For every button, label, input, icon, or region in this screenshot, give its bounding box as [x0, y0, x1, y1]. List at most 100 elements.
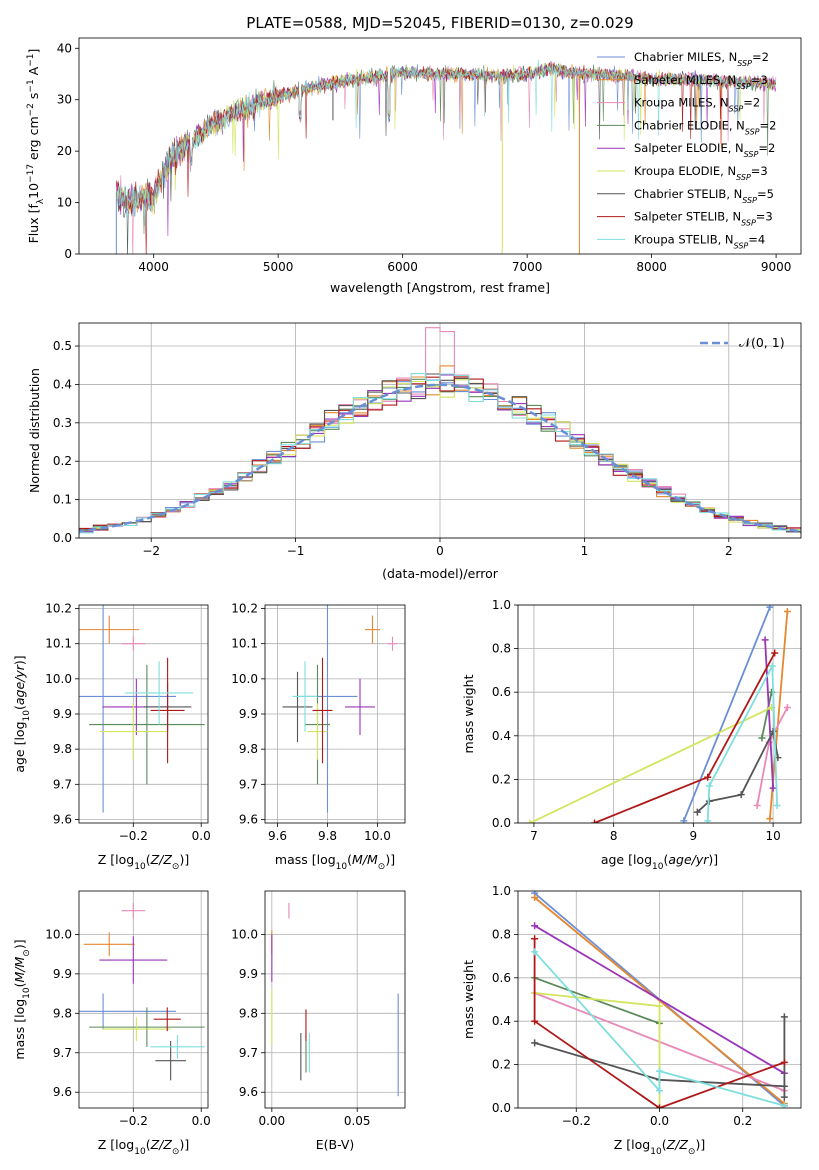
axes-frame: [517, 604, 802, 824]
label-part: mass [log: [12, 999, 27, 1060]
legend-sub: SSP: [741, 218, 756, 227]
massweight-marker: [769, 784, 777, 792]
tick-label-x: 0.0: [650, 1114, 669, 1128]
tick-label-y: 0.8: [492, 642, 511, 656]
label-part: )]: [385, 852, 395, 867]
x-axis-label: Z [log10(Z/Z⊙)]: [98, 852, 189, 872]
spectrum-plot: 4000 5000 6000 7000 8000 9000 0 10 20 30 40 Chabrie…: [26, 37, 802, 295]
tick-label-y: 20: [57, 144, 72, 158]
label-part: erg cm: [26, 116, 41, 164]
label-part: −17: [26, 164, 36, 183]
legend-rest: =3: [751, 164, 768, 178]
tick-label-y: 9.8: [53, 1006, 72, 1020]
massweight-marker: [780, 1058, 788, 1066]
tick-label-y: 1.0: [492, 884, 511, 898]
label-part: (: [12, 982, 27, 987]
legend-sub: SSP: [737, 59, 752, 68]
legend-sub: SSP: [734, 241, 749, 250]
tick-label-y: 10.0: [231, 672, 258, 686]
tick-label-y: 0.4: [492, 1014, 511, 1028]
plot-area: [79, 605, 205, 813]
massweight-marker: [680, 817, 688, 823]
massweight-marker: [768, 662, 776, 670]
tick-label-x: 7000: [512, 260, 543, 274]
tick-label-y: 10.0: [231, 927, 258, 941]
label-part: age [log: [601, 852, 652, 867]
mass-vs-ebv-plot: 0.00 0.05 9.6 9.7 9.8 9.9 10.0 E(B-V): [231, 890, 406, 1152]
tick-label-y: 9.9: [239, 707, 258, 721]
label-part: ⊙: [688, 1147, 696, 1157]
tick-label-x: 10.0: [364, 829, 391, 843]
tick-label-y: 9.8: [239, 742, 258, 756]
legend-sub: SSP: [729, 104, 744, 113]
histogram-series-8: [79, 373, 801, 534]
normal-reference-curve: [79, 383, 801, 533]
label-part: (: [662, 1137, 667, 1152]
tick-label-y: 30: [57, 93, 72, 107]
legend-sub: SSP: [744, 150, 759, 159]
massweight-marker: [531, 922, 539, 930]
tick-label-y: 9.7: [53, 777, 72, 791]
massweight-marker: [531, 1017, 539, 1025]
label-part: 10: [336, 862, 348, 872]
tick-label-x: 0: [436, 544, 444, 558]
label-part: ⊙: [172, 1147, 180, 1157]
massweight-marker: [761, 636, 769, 644]
legend-text: Chabrier ELODIE, N: [634, 118, 745, 132]
plot-area: [79, 327, 801, 536]
massweight-series-5: [534, 992, 661, 1108]
label-part: ⊙: [22, 949, 32, 957]
massweight-marker: [758, 734, 766, 742]
tick-label-y: 10.1: [231, 637, 258, 651]
tick-label-y: 0: [64, 247, 72, 261]
tick-label-y: 9.6: [239, 812, 258, 826]
label-part: )]: [179, 1137, 189, 1152]
tick-label-y: 40: [57, 41, 72, 55]
legend-label: Salpeter ELODIE, NSSP=2: [634, 141, 775, 159]
plot-area: [282, 605, 398, 813]
age-vs-metallicity-plot: −0.2 0.09.69.79.89.910.010.110.2Z [log10(…: [12, 602, 211, 872]
x-axis-label: E(B-V): [316, 1137, 355, 1152]
tick-label-y: 9.6: [239, 1085, 258, 1099]
massweight-marker: [783, 608, 791, 616]
tick-label-y: 9.9: [53, 707, 72, 721]
legend-text: Chabrier MILES, N: [634, 50, 737, 64]
tick-label-y: 0.6: [492, 971, 511, 985]
legend-rest: =3: [751, 73, 768, 87]
label-part: Z [log: [614, 1137, 650, 1152]
tick-label-y: 0.0: [492, 816, 511, 830]
tick-label-y: 0.4: [53, 377, 72, 391]
plot-area: [526, 605, 791, 823]
plot-area: [115, 59, 777, 254]
massweight-marker: [526, 819, 534, 823]
legend-rest: =2: [758, 141, 775, 155]
legend-text: Salpeter ELODIE, N: [634, 141, 744, 155]
label-part: 10: [26, 183, 41, 199]
massweight-series-5: [529, 706, 772, 823]
tick-label-x: 8: [610, 829, 618, 843]
tick-label-y: 10.0: [45, 927, 72, 941]
axes-frame: [78, 322, 802, 539]
massweight-series-7: [594, 652, 776, 823]
axes-frame: [78, 604, 209, 824]
label-part: (: [12, 705, 27, 710]
tick-label-x: 5000: [263, 260, 294, 274]
label-part: (: [663, 852, 668, 867]
label-part: λ: [36, 198, 46, 204]
label-part: )]: [179, 852, 189, 867]
legend-label: Kroupa MILES, NSSP=2: [634, 96, 760, 114]
label-part: 10: [134, 1147, 146, 1157]
tick-label-y: 1.0: [492, 598, 511, 612]
x-axis-label: Z [log10(Z/Z⊙)]: [614, 1137, 705, 1157]
tick-label-y: 0.6: [492, 685, 511, 699]
label-part: M/M: [12, 956, 27, 982]
massweight-marker: [780, 1013, 788, 1021]
legend-rest: =5: [757, 187, 774, 201]
label-part: Z/Z: [150, 852, 173, 867]
tick-label-x: 1: [581, 544, 589, 558]
massweight-marker: [704, 817, 712, 823]
legend-text: Kroupa MILES, N: [634, 96, 729, 110]
tick-label-x: 4000: [138, 260, 169, 274]
massweight-marker: [771, 649, 779, 657]
